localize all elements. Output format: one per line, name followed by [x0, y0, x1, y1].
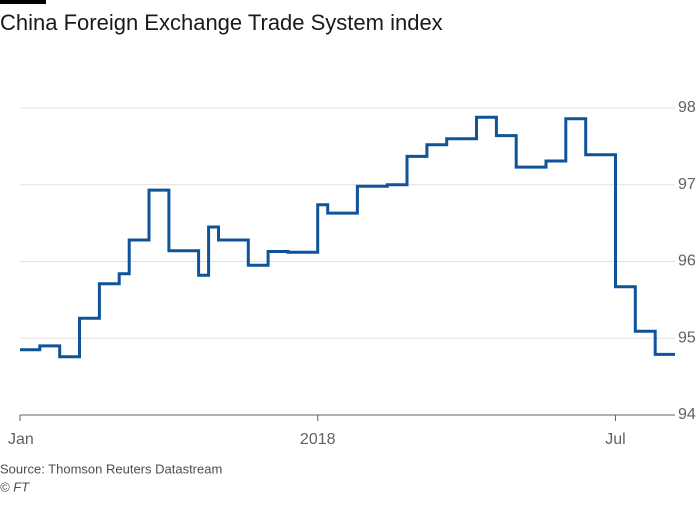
- x-tick-label: Jul: [605, 431, 625, 448]
- data-line: [20, 115, 675, 359]
- y-tick-label: 97: [678, 176, 696, 193]
- y-tick-label: 98: [678, 99, 696, 116]
- x-tick-label: Jan: [8, 431, 34, 448]
- brand-bar: [0, 0, 46, 4]
- y-tick-label: 96: [678, 253, 696, 270]
- credit: © FT: [0, 479, 30, 494]
- x-tick-label: 2018: [300, 431, 336, 448]
- y-tick-label: 94: [678, 406, 696, 423]
- source-note: Source: Thomson Reuters Datastream: [0, 461, 222, 476]
- y-tick-label: 95: [678, 329, 696, 346]
- chart-title: China Foreign Exchange Trade System inde…: [0, 10, 443, 35]
